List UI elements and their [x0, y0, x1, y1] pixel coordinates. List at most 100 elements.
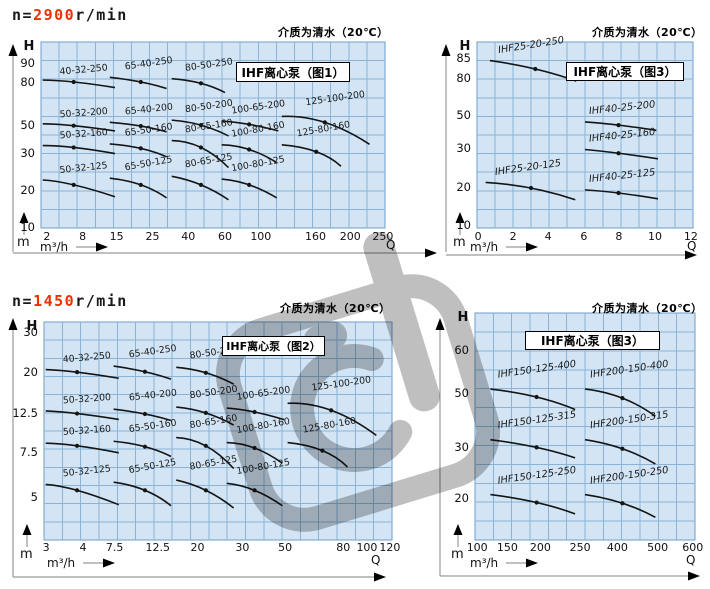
curve-marker: [71, 79, 76, 85]
y-axis-label: H: [460, 39, 471, 54]
pump-curve-50-32-125: 50-32-125: [42, 160, 116, 198]
curve-label: 50-32-160: [59, 127, 108, 141]
y-axis-label: H: [24, 39, 35, 54]
axis-arrows: [8, 44, 437, 258]
pump-curve-65-40-200: 65-40-200: [113, 387, 178, 422]
x-axis-unit-label: m³/h: [47, 556, 75, 570]
curve-marker: [620, 446, 625, 451]
curve-marker: [616, 190, 621, 196]
y-tick: 80: [456, 71, 471, 85]
y-tick: 5: [31, 490, 38, 504]
speed-prefix: n=: [12, 292, 34, 310]
curve-label: 50-32-125: [62, 463, 111, 479]
medium-note: 介质为清水（20℃）: [280, 302, 391, 315]
curve-marker: [142, 488, 148, 493]
y-axis-unit: m: [20, 547, 33, 562]
x-tick: 15: [110, 230, 124, 243]
y-tick: 20: [454, 491, 469, 505]
y-tick: 20: [20, 183, 35, 197]
x-tick: 12.5: [146, 541, 171, 554]
y-tick: 50: [20, 118, 35, 132]
y-tick: 50: [456, 108, 471, 122]
curve-marker: [71, 145, 76, 150]
x-axis-unit-label: m³/h: [470, 556, 498, 570]
curve-marker: [528, 185, 534, 191]
curve-marker: [247, 182, 252, 187]
x-tick: 200: [340, 230, 361, 243]
watermark-logo: [215, 231, 501, 532]
curve-marker: [534, 445, 539, 450]
curve-marker: [138, 146, 143, 151]
curve-marker: [71, 182, 76, 187]
x-tick: 3: [43, 541, 50, 554]
speed-value: 1450: [33, 292, 76, 310]
pump-curve-40-32-250: 40-32-250: [45, 350, 119, 380]
x-tick: 100: [250, 230, 271, 243]
x-tick: 2: [43, 230, 50, 243]
x-axis-unit-label: m³/h: [40, 240, 68, 254]
curve-label: 40-32-250: [59, 62, 108, 77]
speed-unit: r/min: [75, 292, 128, 310]
curve-marker: [142, 411, 148, 417]
y-axis-label: H: [27, 319, 38, 334]
x-tick: 8: [79, 230, 86, 243]
tick-labels: 0 2 4 6 8 10 12 85 80 50 30 20 10: [456, 51, 697, 243]
curve-marker: [247, 122, 252, 127]
y-tick: 7.5: [20, 445, 38, 459]
y-tick: 30: [20, 146, 35, 160]
curve-label: 50-32-125: [59, 160, 108, 176]
x-tick: 8: [615, 230, 622, 243]
x-tick: 25: [145, 230, 159, 243]
curve-marker: [203, 370, 208, 375]
x-axis-q-label: Q: [687, 239, 696, 253]
curve-marker: [620, 396, 625, 401]
curve-marker: [616, 123, 621, 128]
x-tick: 60: [218, 230, 232, 243]
curve-marker: [198, 145, 204, 150]
x-axis-q-label: Q: [371, 553, 380, 567]
x-tick: 2: [510, 230, 517, 243]
x-tick: 12: [684, 230, 698, 243]
x-tick: 7.5: [106, 541, 124, 554]
x-tick: 50: [278, 541, 292, 554]
y-axis-unit: m: [17, 235, 30, 250]
x-tick: 200: [530, 541, 551, 554]
curve-marker: [252, 409, 257, 415]
x-tick: 100: [467, 541, 488, 554]
x-tick: 4: [545, 230, 552, 243]
curve-marker: [322, 120, 327, 125]
y-tick: 90: [20, 56, 35, 70]
tick-labels: 3 4 7.5 12.5 20 30 50 80 100 120 30 20 12.5 7.5 5: [12, 325, 400, 554]
x-tick: 30: [235, 541, 249, 554]
pump-curve-50-32-160: 50-32-160: [45, 424, 119, 454]
y-tick: 10: [456, 218, 471, 232]
curve-marker: [616, 151, 621, 156]
chart-title: IHF离心泵（图1）: [236, 62, 350, 82]
y-tick: 30: [454, 440, 469, 454]
curve-label: 65-40-200: [128, 387, 177, 403]
chart-title: IHF离心泵（图3）: [566, 62, 684, 81]
y-tick: 12.5: [12, 406, 38, 420]
curve-marker: [329, 408, 334, 413]
x-axis-unit-label: m³/h: [470, 240, 498, 254]
pump-curve-65-40-200: 65-40-200: [109, 102, 174, 133]
pump-curve-50-32-200: 50-32-200: [45, 392, 119, 421]
y-tick: 20: [456, 180, 471, 194]
curve-marker: [533, 66, 538, 72]
chart-fig1: HmQm³/h281525406010016020025090805030201…: [8, 39, 437, 258]
curve-marker: [74, 370, 80, 375]
x-tick: 400: [607, 541, 628, 554]
curve-label: 40-32-250: [62, 350, 111, 365]
medium-note: 介质为清水（20℃）: [592, 26, 703, 39]
y-tick: 30: [456, 141, 471, 155]
chart-title: IHF离心泵（图3）: [525, 331, 660, 350]
x-tick: 160: [305, 230, 326, 243]
curve-marker: [138, 79, 143, 85]
speed-unit: r/min: [75, 6, 128, 24]
curve-marker: [74, 488, 80, 493]
curve-marker: [198, 182, 204, 187]
curve-marker: [138, 123, 143, 129]
pump-curve-50-32-125: 50-32-125: [45, 463, 120, 506]
curve-marker: [534, 500, 539, 505]
